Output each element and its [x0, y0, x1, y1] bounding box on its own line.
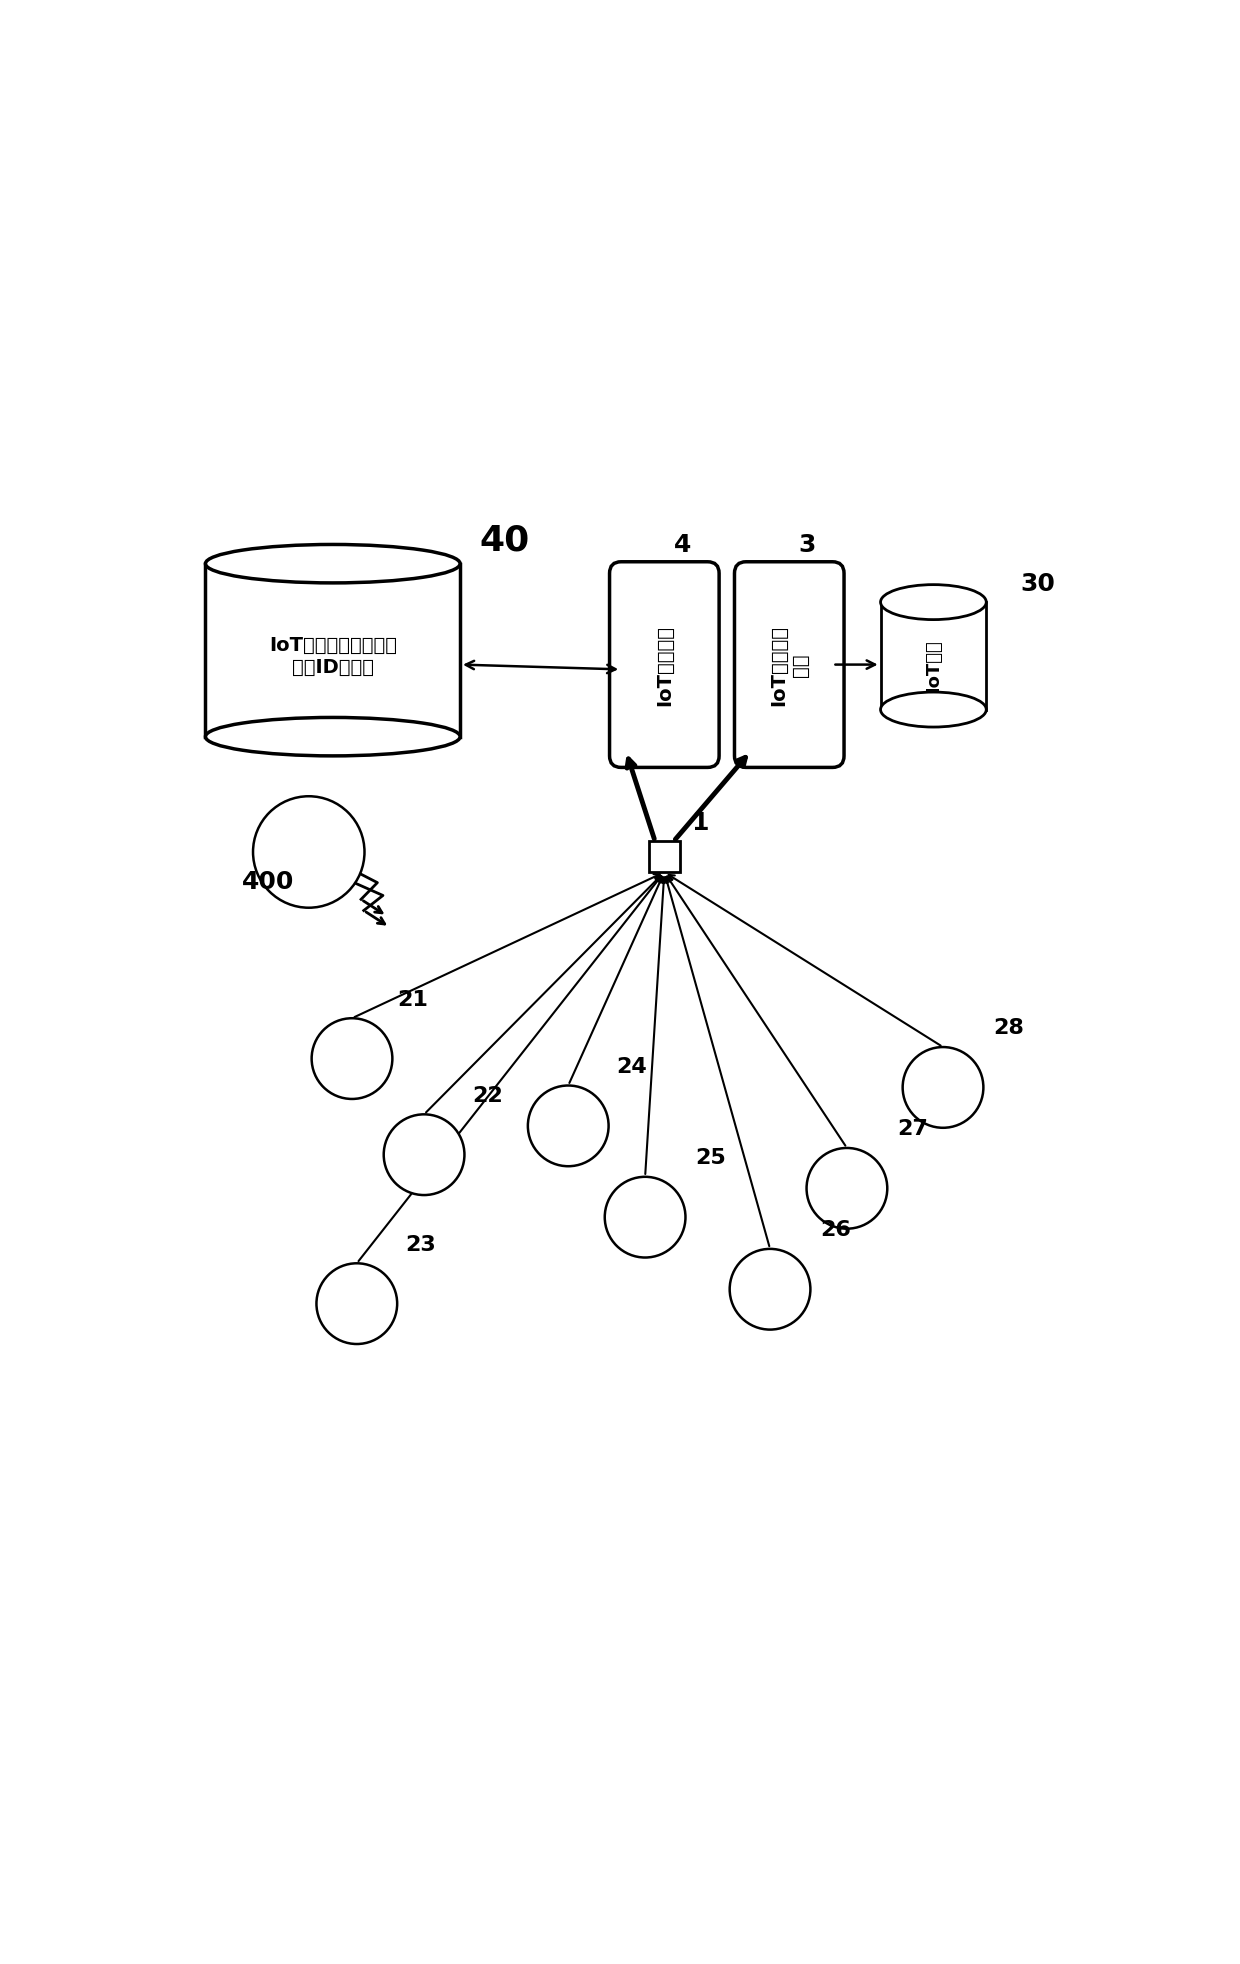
- Text: 22: 22: [472, 1086, 503, 1106]
- Circle shape: [903, 1047, 983, 1127]
- Ellipse shape: [880, 585, 986, 621]
- FancyBboxPatch shape: [610, 562, 719, 768]
- Text: IoT管理系统: IoT管理系统: [655, 625, 673, 705]
- Circle shape: [729, 1249, 811, 1330]
- Ellipse shape: [206, 719, 460, 756]
- Text: 28: 28: [993, 1017, 1024, 1037]
- Text: 26: 26: [820, 1220, 851, 1239]
- Text: 23: 23: [404, 1233, 435, 1255]
- Circle shape: [528, 1086, 609, 1167]
- Text: IoT数据处理
系统: IoT数据处理 系统: [769, 625, 810, 705]
- Circle shape: [605, 1176, 686, 1257]
- Circle shape: [253, 797, 365, 907]
- Ellipse shape: [880, 693, 986, 729]
- Text: 21: 21: [397, 990, 428, 1009]
- Text: 40: 40: [480, 522, 529, 558]
- Ellipse shape: [206, 546, 460, 583]
- Text: 3: 3: [799, 532, 816, 558]
- Text: 400: 400: [242, 870, 294, 894]
- Bar: [206, 564, 460, 736]
- Text: 27: 27: [897, 1119, 928, 1139]
- Bar: [649, 843, 680, 872]
- FancyBboxPatch shape: [734, 562, 844, 768]
- Text: 30: 30: [1021, 572, 1055, 595]
- Text: 4: 4: [675, 532, 692, 558]
- Text: 24: 24: [616, 1057, 647, 1076]
- Text: 25: 25: [696, 1147, 725, 1167]
- Circle shape: [806, 1149, 888, 1229]
- Text: 1: 1: [691, 811, 709, 835]
- Text: IoT网络管理数据库：
装置ID和配置: IoT网络管理数据库： 装置ID和配置: [269, 634, 397, 676]
- Circle shape: [383, 1116, 465, 1196]
- Bar: [880, 603, 986, 711]
- Circle shape: [311, 1019, 392, 1100]
- Circle shape: [316, 1263, 397, 1343]
- Text: IoT数据: IoT数据: [924, 638, 942, 691]
